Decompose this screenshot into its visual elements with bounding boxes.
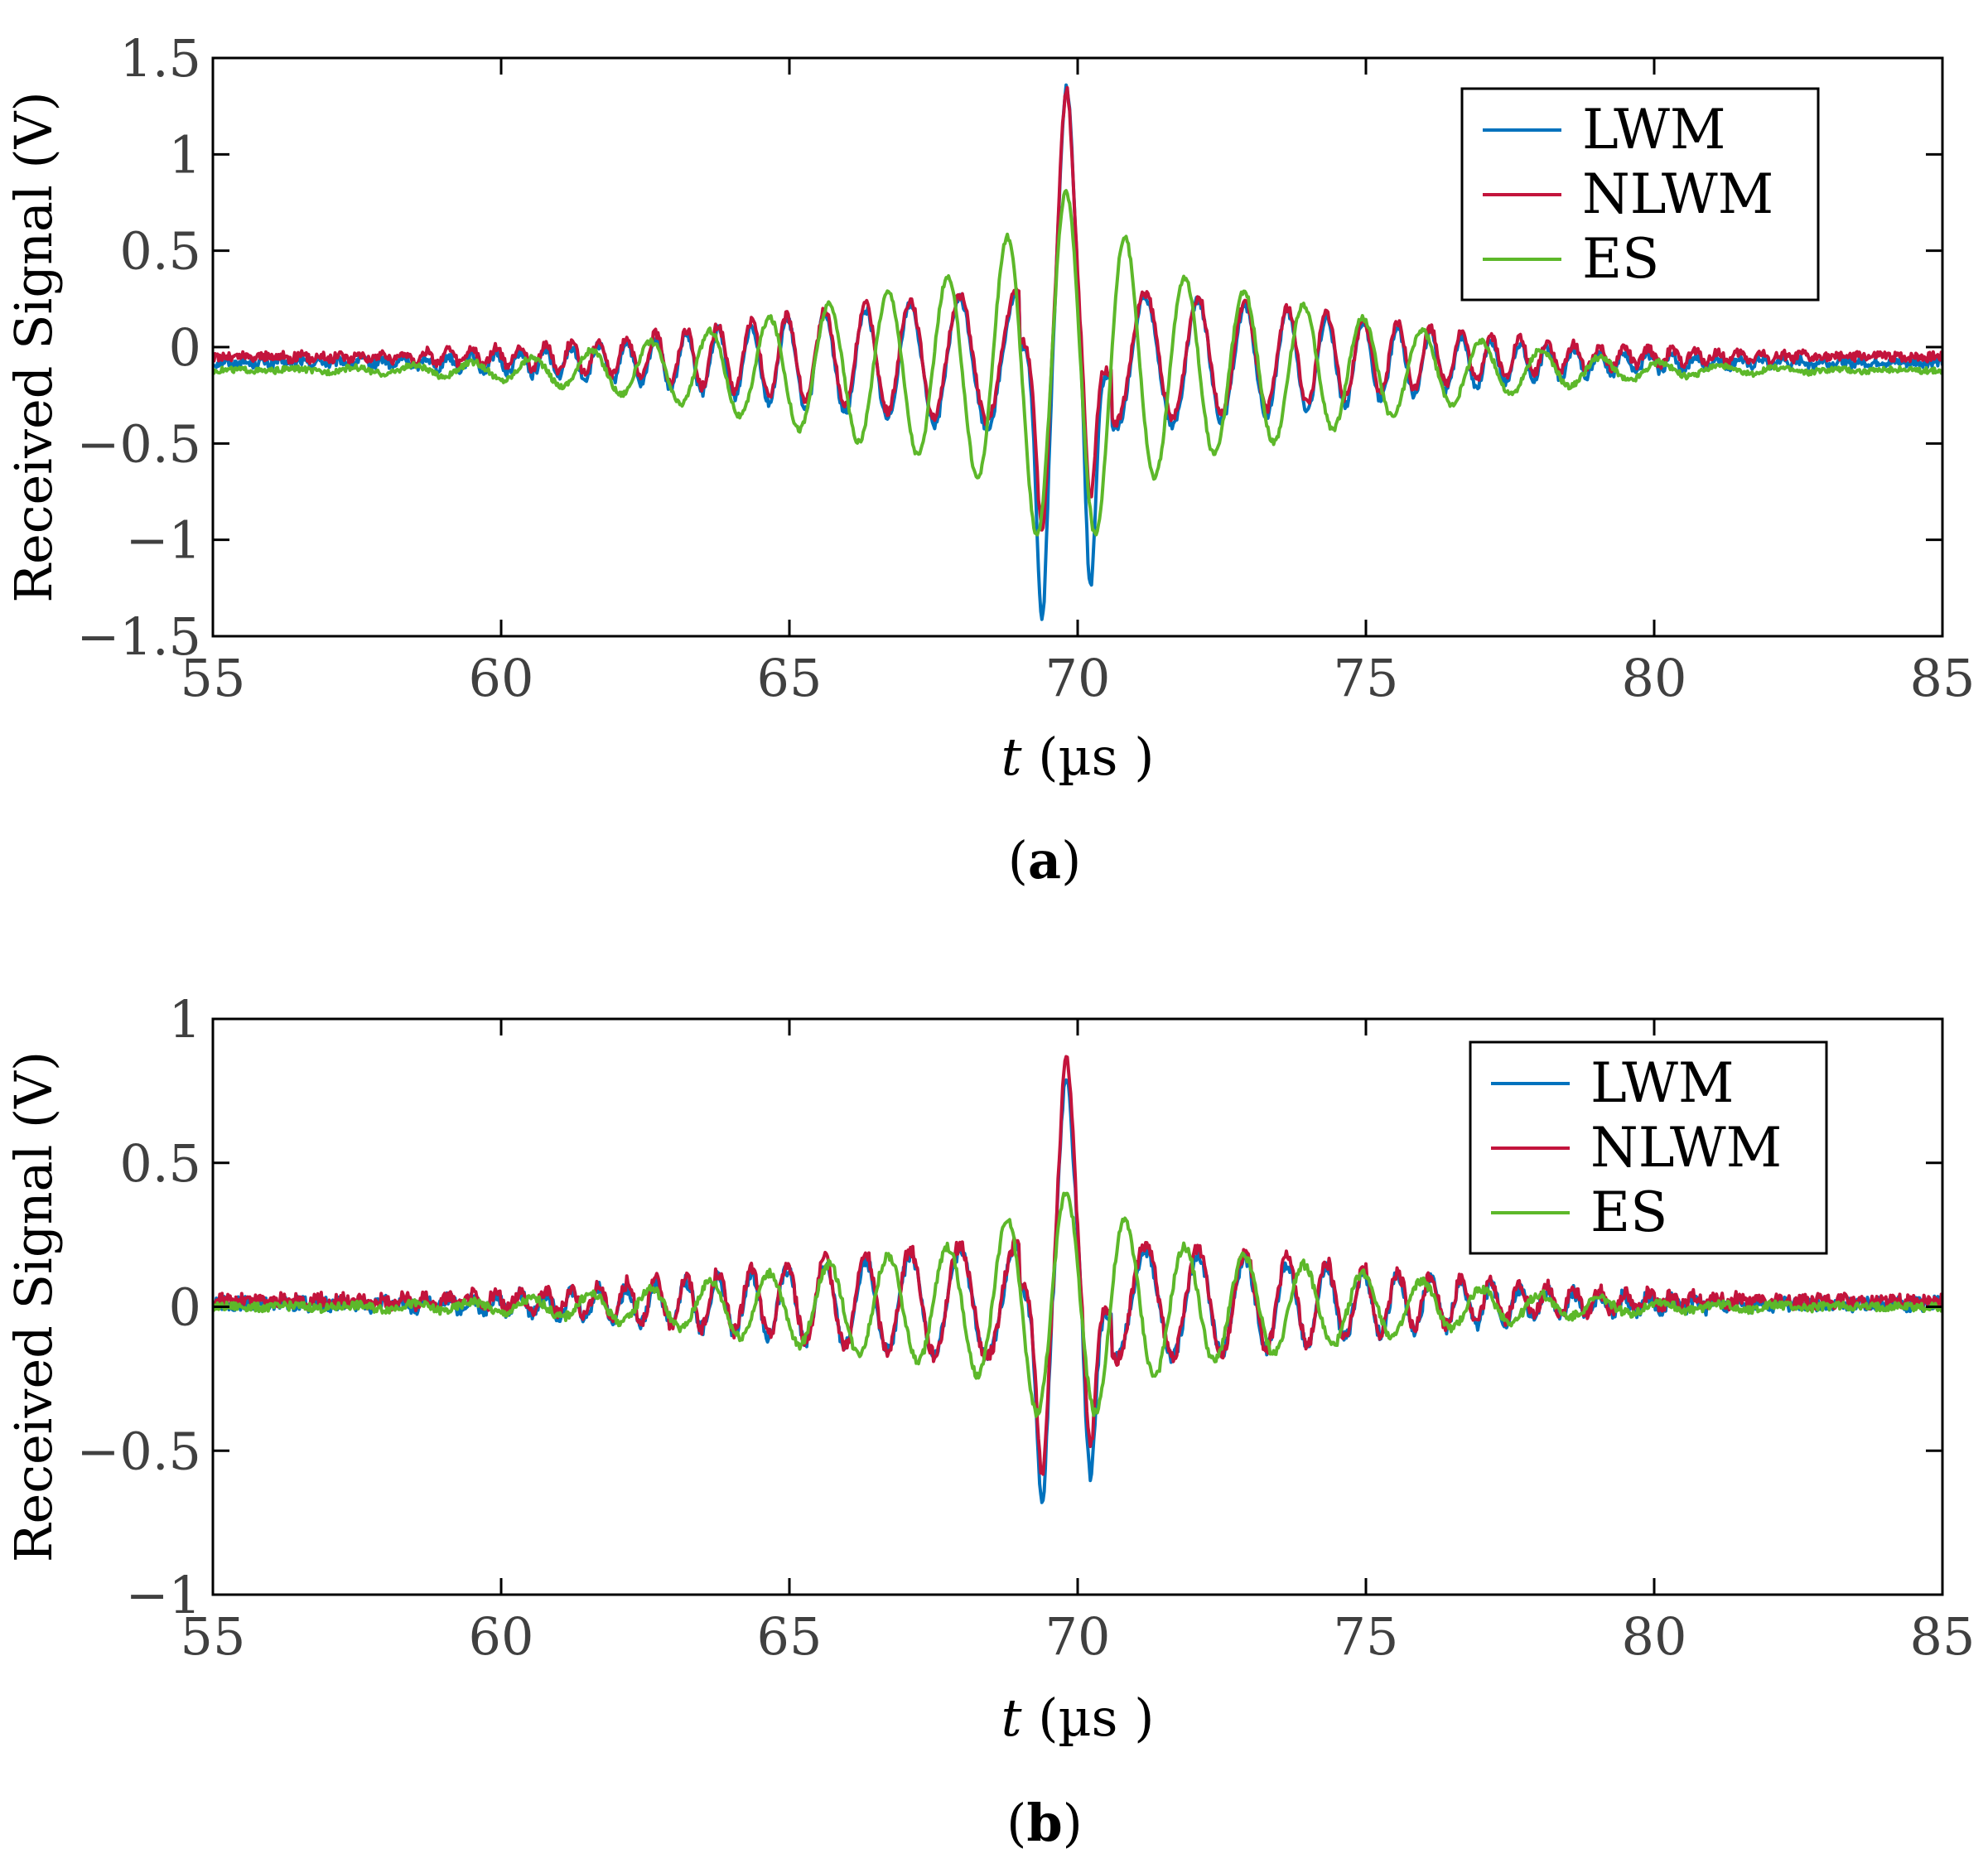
y-tick-label: 1.5 [119, 28, 201, 89]
y-tick-label: 0 [169, 317, 201, 378]
panel-letter: b [1026, 1793, 1062, 1853]
x-tick-label: 60 [469, 648, 534, 708]
x-tick-label: 80 [1622, 648, 1687, 708]
x-tick-label: 75 [1334, 648, 1399, 708]
panel-b: 55 60 65 70 75 80 85 1 0.5 0 −0.5 −1 Received Signal… [3, 989, 1975, 1853]
x-axis-unit: (µs ) [1038, 727, 1154, 787]
x-tick-label: 55 [181, 1606, 246, 1667]
legend-label-nlwm: NLWM [1582, 162, 1773, 226]
panel-a: 55 60 65 70 75 80 85 1.5 1 0.5 0 −0.5 −1 −1.5Received… [3, 28, 1975, 891]
y-tick-label: −1 [126, 1565, 201, 1625]
y-tick-label: 0.5 [119, 221, 201, 282]
y-tick-label: −1.5 [76, 606, 201, 667]
x-tick-label: 85 [1910, 1606, 1976, 1667]
x-tick-label: 60 [469, 1606, 534, 1667]
x-tick-label: 70 [1045, 1606, 1111, 1667]
x-tick-label: 65 [757, 648, 823, 708]
y-tick-label: 1 [169, 124, 201, 185]
panel-letter: a [1028, 830, 1061, 891]
series-line-es [213, 189, 1942, 537]
y-tick-label: 0.5 [119, 1133, 201, 1194]
y-tick-label: −0.5 [76, 1421, 201, 1481]
y-tick-label: −0.5 [76, 413, 201, 474]
x-axis-title: t (µs ) [1001, 727, 1155, 787]
series-line-nlwm [213, 1055, 1942, 1476]
legend-label-lwm: LWM [1590, 1051, 1735, 1115]
x-axis-variable: t [1001, 1687, 1039, 1748]
x-tick-label: 80 [1622, 1606, 1687, 1667]
y-axis-title: Received Signal (V) [3, 91, 64, 602]
y-tick-label: −1 [126, 510, 201, 571]
x-tick-label: 75 [1334, 1606, 1399, 1667]
x-tick-label: 85 [1910, 648, 1976, 708]
y-tick-label: 1 [169, 989, 201, 1050]
y-axis-title: Received Signal (V) [3, 1051, 64, 1562]
legend-box [1460, 87, 1820, 302]
series-line-es [213, 1191, 1942, 1418]
legend-label-nlwm: NLWM [1590, 1116, 1782, 1180]
panel-label: (b) [1006, 1793, 1083, 1853]
legend-label-es: ES [1582, 227, 1659, 291]
y-tick-label: 0 [169, 1277, 201, 1338]
series-line-nlwm [213, 85, 1942, 532]
x-axis-variable: t [1001, 727, 1039, 787]
x-tick-label: 65 [757, 1606, 823, 1667]
x-axis-title: t (µs ) [1001, 1687, 1155, 1748]
panel-label: (a) [1008, 830, 1082, 891]
legend-label-lwm: LWM [1582, 98, 1726, 162]
legend-label-es: ES [1590, 1180, 1667, 1244]
x-axis-unit: (µs ) [1038, 1687, 1154, 1748]
x-tick-label: 70 [1045, 648, 1111, 708]
x-tick-label: 55 [181, 648, 246, 708]
